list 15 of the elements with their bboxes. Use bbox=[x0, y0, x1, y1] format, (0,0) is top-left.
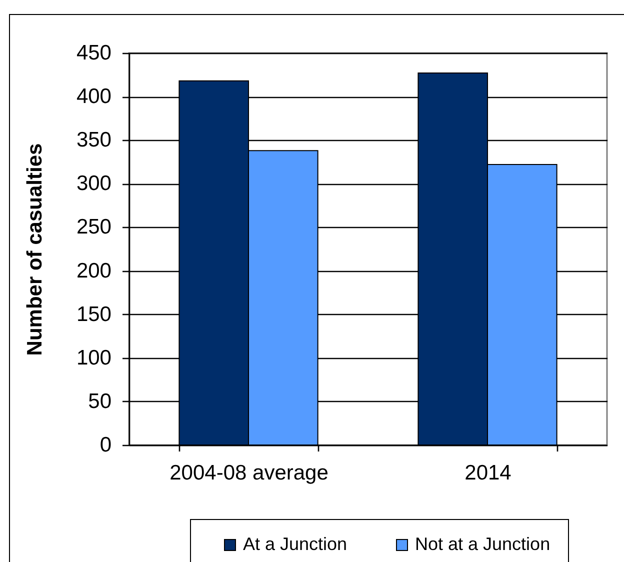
y-tick-label: 100 bbox=[76, 346, 112, 370]
y-tick-label: 350 bbox=[76, 128, 112, 152]
legend-label: At a Junction bbox=[243, 534, 348, 554]
y-tick-label: 450 bbox=[76, 42, 112, 64]
x-tick-label: 2014 bbox=[464, 462, 512, 484]
y-tick-label: 150 bbox=[76, 302, 112, 326]
y-tick-label: 400 bbox=[76, 85, 112, 108]
y-tick-label: 0 bbox=[100, 434, 112, 456]
y-tick-label: 50 bbox=[88, 390, 112, 413]
y-tick-label: 250 bbox=[76, 216, 112, 239]
y-tick-label: 200 bbox=[76, 259, 112, 282]
y-tick-label: 300 bbox=[76, 172, 112, 196]
legend-label: Not at a Junction bbox=[415, 534, 550, 554]
x-tick-label: 2004-08 average bbox=[170, 462, 328, 484]
y-axis-title: Number of casualties bbox=[24, 143, 46, 356]
